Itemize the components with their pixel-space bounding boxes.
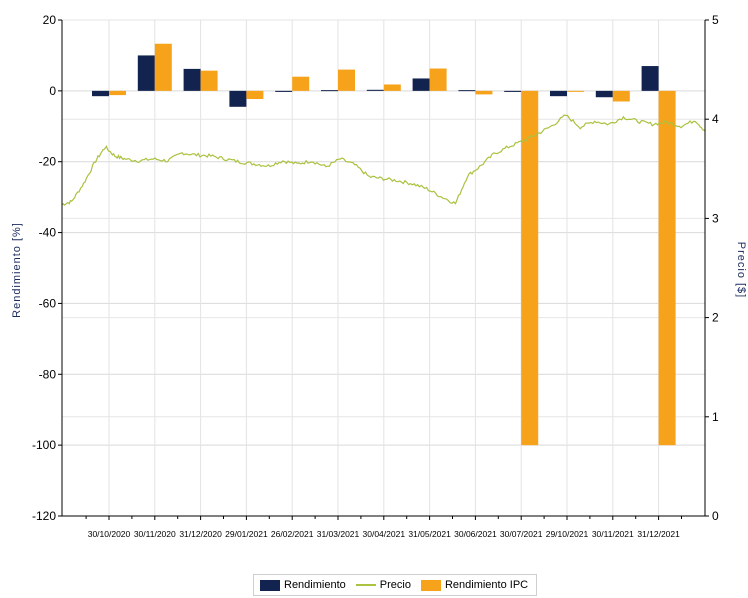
right-tick-label: 4 (712, 112, 719, 126)
left-tick-label: -20 (39, 155, 57, 169)
bar-rendimiento (229, 90, 247, 107)
legend-label: Rendimiento IPC (444, 579, 529, 591)
left-tick-label: 20 (43, 13, 57, 27)
bar-rendimiento-ipc (246, 90, 264, 100)
bar-rendimiento-ipc (521, 90, 539, 446)
bar-rendimiento-ipc (338, 69, 355, 91)
price-line (61, 114, 706, 206)
bar-rendimiento-ipc (383, 84, 401, 91)
bar-rendimiento-ipc (154, 43, 172, 91)
price-line-layer (61, 114, 706, 206)
x-tick-label: 30/11/2021 (592, 529, 634, 539)
x-tick-label: 31/12/2020 (179, 529, 222, 539)
bar-rendimiento (321, 90, 338, 92)
left-axis-title: Rendimiento [%] (11, 222, 23, 318)
legend-swatch-rendimiento-ipc (420, 579, 441, 591)
bar-rendimiento-ipc (292, 76, 310, 91)
left-tick-label: 0 (49, 84, 56, 98)
bar-rendimiento (183, 68, 201, 91)
bar-rendimiento (412, 78, 430, 91)
right-tick-label: 0 (712, 509, 719, 523)
bar-rendimiento-ipc (475, 90, 493, 95)
bar-rendimiento (92, 90, 109, 97)
x-tick-label: 30/06/2021 (454, 529, 497, 539)
bar-rendimiento (641, 66, 659, 91)
bar-rendimiento-ipc (658, 90, 676, 446)
legend: Rendimiento Precio Rendimiento IPC (253, 574, 538, 596)
right-tick-label: 5 (712, 13, 719, 27)
bar-rendimiento (458, 90, 476, 92)
left-tick-label: -80 (39, 367, 57, 381)
bar-rendimiento-ipc (429, 68, 447, 91)
bar-rendimiento-ipc (567, 90, 584, 92)
x-tick-label: 26/02/2021 (271, 529, 314, 539)
left-tick-label: -40 (39, 226, 57, 240)
x-tick-label: 31/05/2021 (408, 529, 451, 539)
bar-rendimiento (595, 90, 613, 98)
right-axis-title: Precio [$] (735, 242, 747, 298)
x-tick-label: 30/07/2021 (500, 529, 543, 539)
left-tick-label: -120 (32, 509, 56, 523)
left-tick-label: -100 (32, 438, 56, 452)
bar-rendimiento (550, 90, 567, 97)
right-tick-label: 3 (712, 211, 719, 225)
right-tick-label: 1 (712, 410, 719, 424)
bar-rendimiento (137, 55, 155, 91)
left-tick-label: -60 (39, 296, 57, 310)
x-tick-label: 30/10/2020 (88, 529, 131, 539)
legend-label: Precio (379, 579, 411, 591)
bar-rendimiento-ipc (612, 90, 630, 102)
bar-rendimiento (504, 90, 522, 92)
legend-label: Rendimiento (284, 579, 346, 591)
x-tick-label: 31/03/2021 (317, 529, 360, 539)
bar-rendimiento-ipc (109, 90, 126, 96)
x-tick-label: 31/12/2021 (637, 529, 680, 539)
x-tick-label: 30/11/2020 (134, 529, 176, 539)
legend-item-precio: Precio (355, 579, 411, 591)
bar-rendimiento-ipc (200, 70, 218, 91)
x-tick-label: 29/10/2021 (546, 529, 589, 539)
x-tick-label: 29/01/2021 (225, 529, 268, 539)
legend-item-rendimiento: Rendimiento (260, 579, 346, 591)
bar-rendimiento (275, 90, 293, 92)
legend-swatch-precio (355, 584, 376, 586)
x-tick-label: 30/04/2021 (363, 529, 406, 539)
bars-layer (92, 43, 676, 446)
bar-rendimiento (366, 89, 384, 91)
legend-swatch-rendimiento (260, 579, 280, 591)
legend-item-rendimiento-ipc: Rendimiento IPC (420, 579, 529, 591)
right-tick-label: 2 (712, 311, 719, 325)
